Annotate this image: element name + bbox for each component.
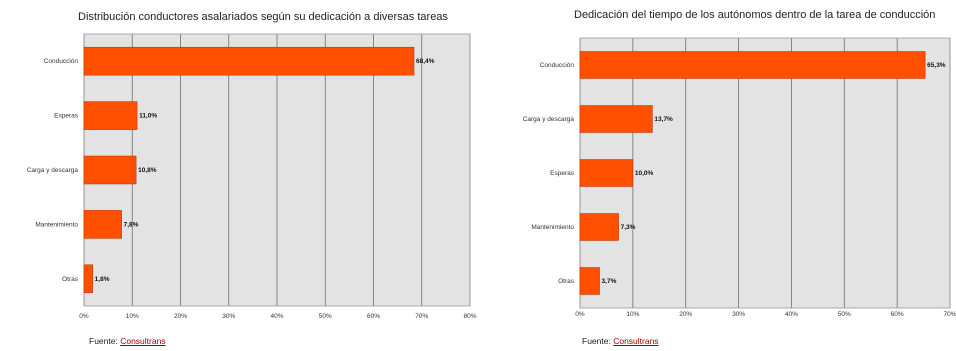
x-tick-label: 40%: [270, 313, 283, 320]
data-label: 65,3%: [927, 62, 946, 69]
category-label: Conducción: [44, 58, 79, 65]
data-label: 7,8%: [124, 221, 139, 228]
x-tick-label: 30%: [222, 313, 235, 320]
bar: [83, 46, 415, 76]
data-label: 10,0%: [635, 170, 654, 177]
x-tick-label: 60%: [367, 313, 380, 320]
data-label: 7,3%: [621, 224, 636, 231]
category-label: Otras: [62, 276, 79, 283]
x-tick-label: 70%: [943, 311, 956, 318]
chart-title: Distribución conductores asalariados seg…: [78, 11, 448, 23]
x-tick-label: 10%: [126, 313, 139, 320]
chart-panel-right: Dedicación del tiempo de los autónomos d…: [478, 0, 956, 351]
x-tick-label: 0%: [575, 311, 585, 318]
category-label: Carga y descarga: [27, 167, 79, 174]
data-label: 3,7%: [602, 278, 617, 285]
data-label: 13,7%: [654, 116, 673, 123]
source-link[interactable]: Consultrans: [613, 336, 659, 346]
data-label: 10,8%: [138, 167, 157, 174]
bar-chart-left: Distribución conductores asalariados seg…: [27, 11, 477, 320]
bar: [579, 105, 653, 133]
bar: [83, 210, 122, 239]
bar: [83, 155, 137, 185]
data-label: 11,0%: [139, 113, 157, 120]
source-note: Fuente: Consultrans: [89, 336, 166, 346]
bar-chart-right: Dedicación del tiempo de los autónomos d…: [523, 9, 956, 318]
source-label: Fuente:: [582, 336, 611, 346]
bar: [579, 267, 600, 295]
source-note: Fuente: Consultrans: [582, 336, 659, 346]
category-label: Otras: [558, 278, 575, 285]
bar: [579, 51, 926, 79]
x-tick-label: 50%: [319, 313, 332, 320]
x-tick-label: 80%: [463, 313, 476, 320]
category-label: Conducción: [540, 62, 575, 69]
data-label: 1,8%: [95, 276, 110, 283]
category-label: Mantenimiento: [35, 221, 78, 228]
category-label: Mantenimiento: [531, 224, 574, 231]
x-tick-label: 30%: [732, 311, 745, 318]
bar: [83, 264, 93, 294]
x-tick-label: 20%: [174, 313, 187, 320]
category-label: Esperas: [54, 113, 79, 120]
x-tick-label: 20%: [679, 311, 692, 318]
bar: [579, 159, 634, 187]
bar: [83, 101, 138, 130]
x-tick-label: 10%: [626, 311, 639, 318]
x-tick-label: 50%: [838, 311, 851, 318]
chart-panel-left: Distribución conductores asalariados seg…: [27, 11, 477, 346]
data-label: 68,4%: [416, 58, 435, 65]
chart-title: Dedicación del tiempo de los autónomos d…: [574, 9, 935, 21]
x-tick-label: 40%: [785, 311, 798, 318]
source-link[interactable]: Consultrans: [120, 336, 166, 346]
category-label: Esperas: [550, 170, 575, 177]
category-label: Carga y descarga: [523, 116, 575, 123]
bar: [579, 213, 619, 241]
source-label: Fuente:: [89, 336, 118, 346]
plot-area: [580, 38, 950, 308]
x-tick-label: 0%: [79, 313, 89, 320]
x-tick-label: 70%: [415, 313, 428, 320]
x-tick-label: 60%: [891, 311, 904, 318]
